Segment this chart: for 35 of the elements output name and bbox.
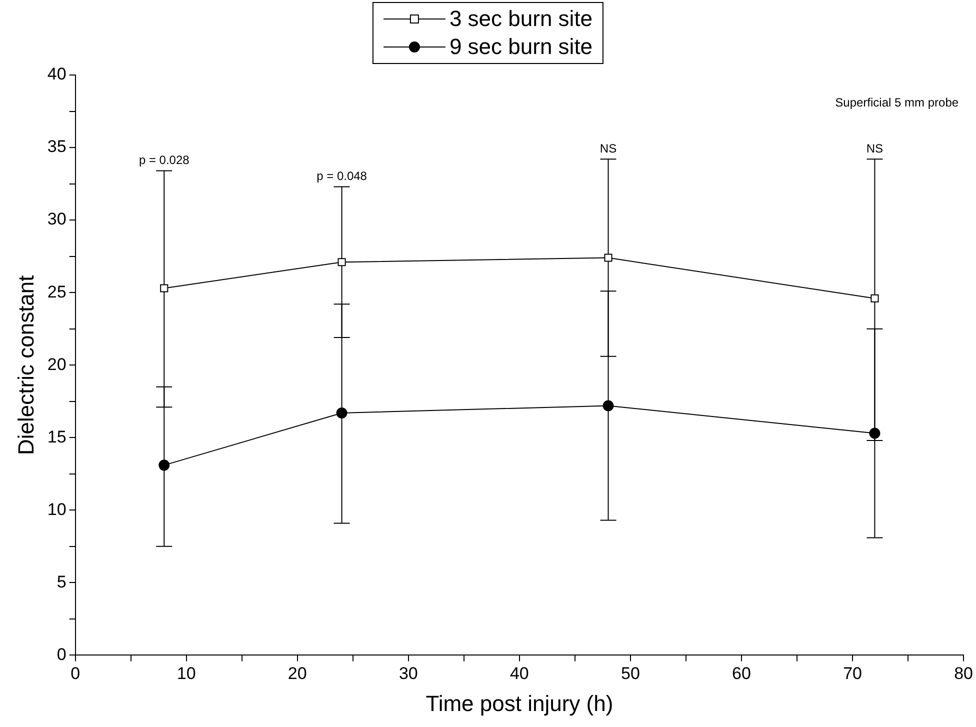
y-tick-label: 15: [47, 427, 66, 446]
point: [604, 254, 612, 262]
x-tick-label: 70: [843, 664, 862, 684]
annotation: p = 0.028: [138, 153, 190, 168]
annotation: p = 0.048: [316, 169, 368, 183]
point: [160, 284, 168, 292]
x-tick-label: 60: [732, 664, 751, 684]
legend-label: 3 sec burn site: [449, 6, 593, 32]
x-axis-title: Time post injury (h): [426, 690, 614, 716]
annotation: Superficial 5 mm probe: [835, 95, 959, 110]
point: [870, 294, 879, 302]
x-tick-label: 30: [398, 664, 418, 684]
y-tick-label: 5: [56, 572, 66, 592]
y-tick-label: 35: [47, 137, 66, 156]
point: [338, 258, 346, 266]
annotation: NS: [866, 141, 884, 156]
y-tick-label: 40: [47, 64, 66, 84]
legend-label: 9 sec burn site: [449, 34, 593, 60]
x-tick-label: 10: [176, 664, 196, 684]
point: [336, 407, 348, 418]
y-axis-title: Dielectric constant: [13, 275, 38, 455]
y-tick-label: 25: [47, 282, 66, 302]
x-tick-label: 0: [70, 664, 80, 684]
y-tick-label: 10: [47, 500, 66, 519]
y-tick-label: 0: [56, 644, 66, 664]
point: [158, 460, 170, 471]
point: [602, 400, 614, 412]
y-tick-label: 20: [47, 354, 66, 374]
x-tick-label: 50: [620, 664, 640, 684]
point: [869, 428, 880, 439]
x-tick-label: 20: [288, 664, 307, 684]
y-tick-label: 30: [47, 210, 66, 229]
annotation: NS: [600, 141, 617, 156]
x-tick-label: 80: [954, 664, 974, 684]
x-tick-label: 40: [510, 664, 529, 684]
